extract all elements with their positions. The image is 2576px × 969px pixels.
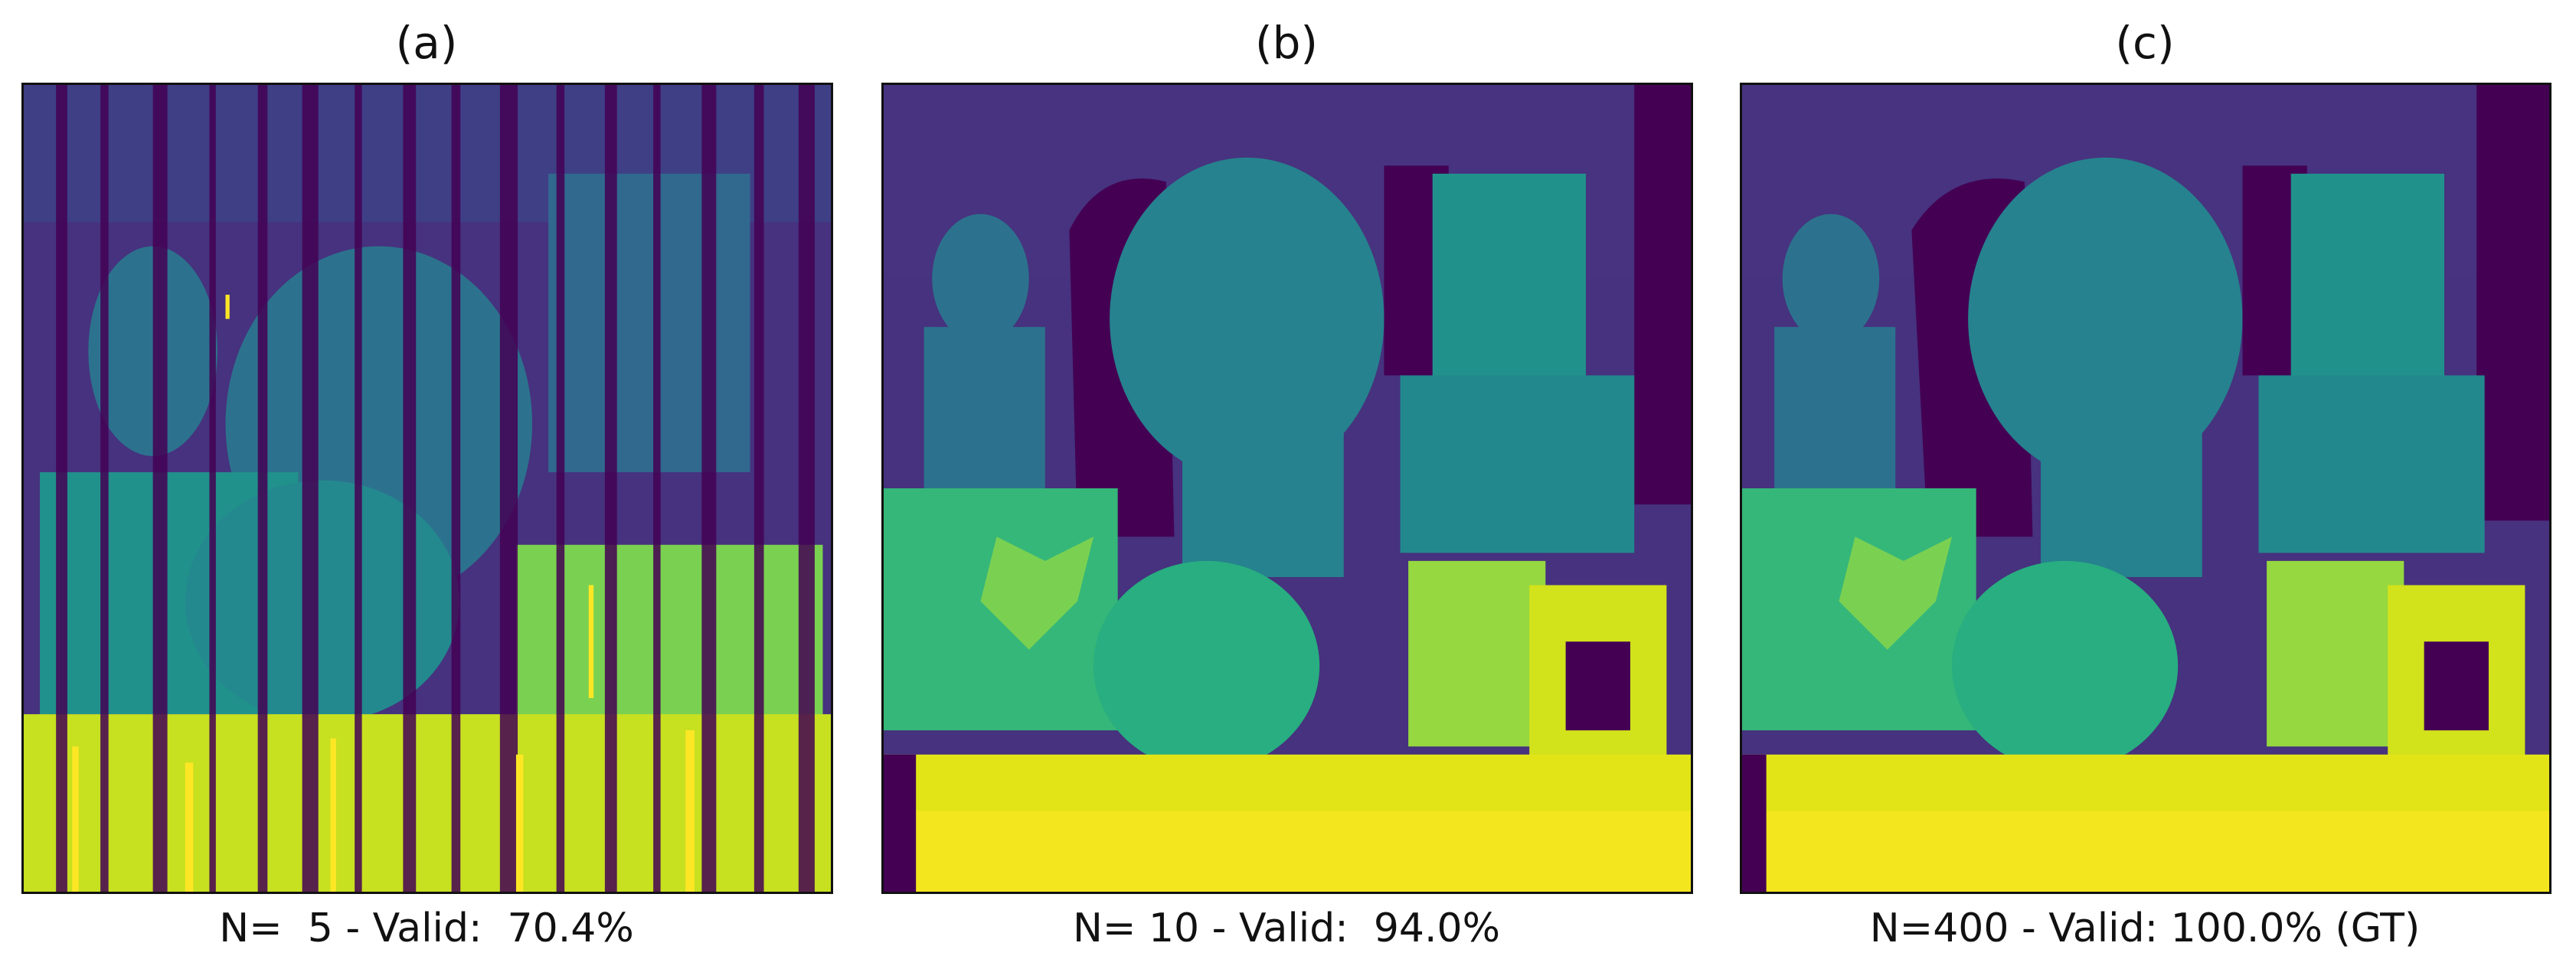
panel-caption: N=400 - Valid: 100.0% (GT) (1869, 905, 2421, 951)
disparity-map-image (1740, 83, 2551, 894)
panel-title: (b) (1254, 17, 1319, 69)
panel-title: (a) (395, 17, 458, 69)
panel-caption: N= 5 - Valid: 70.4% (219, 905, 634, 951)
panel-title: (c) (2115, 17, 2175, 69)
disparity-map-c (1742, 85, 2549, 892)
panel-caption: N= 10 - Valid: 94.0% (1072, 905, 1501, 951)
disparity-map-image (881, 83, 1693, 894)
disparity-map-image (21, 83, 833, 894)
panel-c: (c) N=400 - Valid: 100.0% (GT) (1735, 0, 2555, 969)
panel-a: (a) (17, 0, 836, 969)
disparity-map-a (24, 85, 831, 892)
panel-b: (b) N= 10 - Valid: 94.0% (877, 0, 1696, 969)
disparity-map-b (884, 85, 1691, 892)
